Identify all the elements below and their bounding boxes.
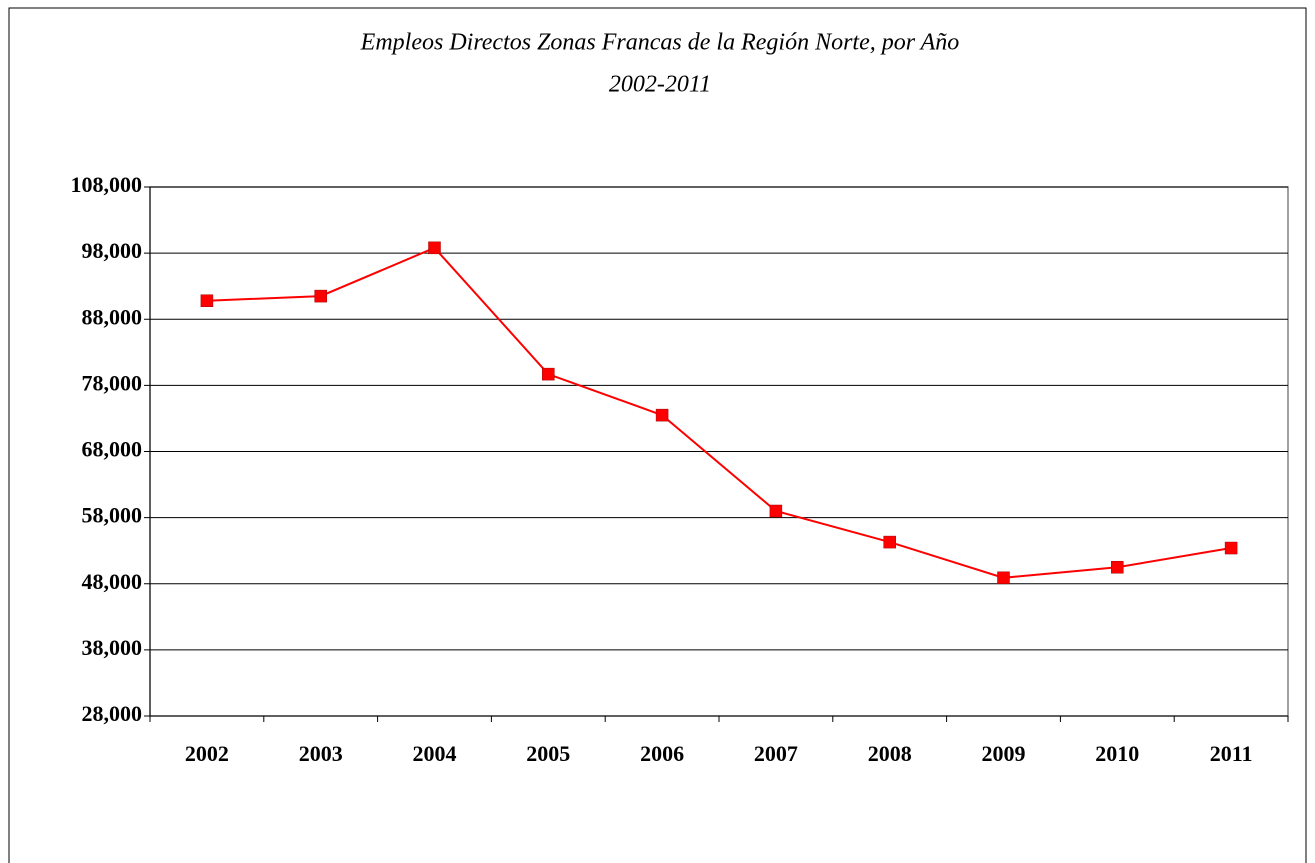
marker <box>200 294 214 307</box>
x-tick-label: 2005 <box>526 741 570 766</box>
marker <box>997 571 1010 585</box>
x-tick-label: 2004 <box>413 741 457 766</box>
y-tick-label: 68,000 <box>82 437 143 462</box>
marker <box>1111 560 1124 574</box>
y-tick-label: 108,000 <box>71 172 143 197</box>
chart-title: Empleos Directos Zonas Francas de la Reg… <box>360 30 960 56</box>
chart-border <box>8 7 1307 863</box>
x-tick-label: 2003 <box>299 741 343 766</box>
y-tick-label: 48,000 <box>82 569 143 594</box>
x-tick-label: 2007 <box>754 741 798 766</box>
y-tick-label: 98,000 <box>82 238 143 263</box>
x-tick-label: 2010 <box>1095 741 1139 766</box>
x-tick-label: 2011 <box>1210 741 1253 766</box>
marker <box>883 535 896 549</box>
y-tick-label: 28,000 <box>82 701 143 726</box>
chart-subtitle: 2002-2011 <box>609 72 711 98</box>
y-tick-label: 58,000 <box>82 503 143 528</box>
marker <box>428 241 441 255</box>
marker <box>314 289 327 303</box>
line <box>206 246 1232 579</box>
x-tick-label: 2008 <box>868 741 912 766</box>
marker <box>655 408 669 422</box>
y-tick-label: 78,000 <box>82 370 143 395</box>
x-tick-label: 2006 <box>640 741 684 766</box>
marker <box>1224 541 1238 555</box>
marker <box>542 367 555 381</box>
x-tick-label: 2002 <box>185 741 229 766</box>
x-tick-label: 2009 <box>982 741 1026 766</box>
marker <box>769 504 783 518</box>
y-tick-label: 38,000 <box>82 635 143 660</box>
y-tick-label: 88,000 <box>82 304 143 329</box>
